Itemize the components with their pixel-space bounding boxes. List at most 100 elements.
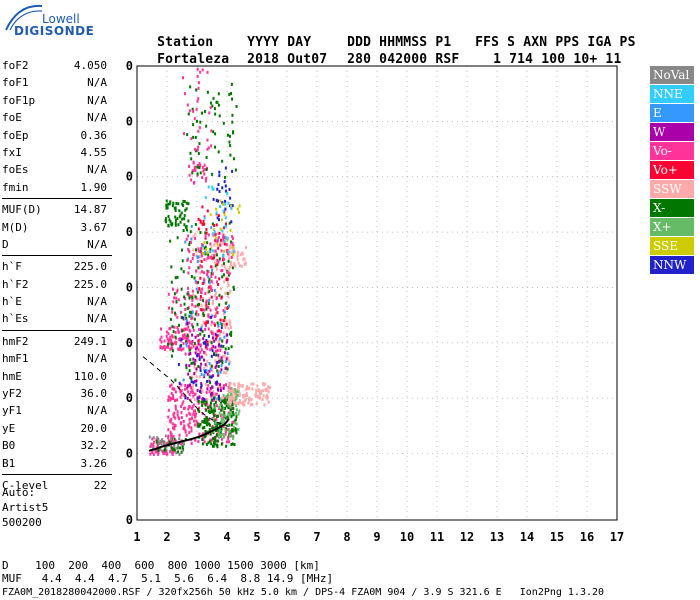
echo-point xyxy=(164,434,167,438)
echo-point xyxy=(169,347,172,351)
echo-point xyxy=(221,229,224,233)
echo-point xyxy=(196,297,199,301)
echo-point xyxy=(189,376,192,380)
legend-item: E xyxy=(650,104,694,122)
echo-point xyxy=(188,411,191,415)
echo-point xyxy=(204,179,207,183)
echo-point xyxy=(224,216,227,220)
echo-point xyxy=(170,444,173,448)
param-value: N/A xyxy=(87,93,107,107)
echo-point xyxy=(170,354,173,358)
echo-point xyxy=(224,291,227,295)
param-row: hmF2 249.1 xyxy=(2,333,107,350)
echo-point xyxy=(229,434,232,438)
echo-point xyxy=(167,339,170,343)
echo-point xyxy=(177,444,180,448)
echo-point xyxy=(215,364,218,368)
echo-point xyxy=(174,218,177,222)
echo-point xyxy=(203,313,206,317)
echo-point xyxy=(189,358,192,362)
echo-point xyxy=(261,397,264,401)
echo-point xyxy=(193,419,196,423)
legend-item: Vo+ xyxy=(650,161,694,179)
echo-point xyxy=(215,435,218,439)
echo-point xyxy=(229,229,232,233)
echo-point xyxy=(209,213,212,217)
param-label: foEp xyxy=(2,128,29,142)
echo-point xyxy=(224,235,227,239)
echo-point xyxy=(184,336,187,340)
echo-point xyxy=(205,402,208,406)
echo-point xyxy=(209,250,212,254)
param-value: 3.67 xyxy=(80,220,108,234)
echo-point xyxy=(212,417,215,421)
echo-point xyxy=(241,252,244,256)
echo-point xyxy=(267,385,270,389)
echo-point xyxy=(218,257,221,261)
echo-point xyxy=(227,428,230,432)
echo-point xyxy=(203,258,206,262)
echo-point xyxy=(155,438,158,442)
echo-point xyxy=(171,393,174,397)
echo-point xyxy=(170,432,173,436)
echo-point xyxy=(174,424,177,428)
echo-point xyxy=(197,145,200,149)
echo-point xyxy=(213,436,216,440)
echo-point xyxy=(228,440,231,444)
echo-point xyxy=(219,318,222,322)
echo-point xyxy=(218,333,221,337)
param-label: hmF2 xyxy=(2,334,29,348)
echo-point xyxy=(201,397,204,401)
param-value: 36.0 xyxy=(80,387,108,401)
echo-point xyxy=(180,348,183,352)
echo-point xyxy=(201,314,204,318)
echo-point xyxy=(163,449,166,453)
echo-point xyxy=(190,137,193,141)
echo-point xyxy=(214,232,217,236)
echo-point xyxy=(173,411,176,415)
echo-point xyxy=(209,101,212,105)
echo-point xyxy=(192,135,195,139)
echo-point xyxy=(188,421,191,425)
echo-point xyxy=(212,390,215,394)
echo-point xyxy=(242,403,245,407)
echo-point xyxy=(206,387,209,391)
echo-point xyxy=(210,144,213,148)
echo-point xyxy=(215,223,218,227)
echo-point xyxy=(268,386,271,390)
echo-point xyxy=(220,323,223,327)
echo-point xyxy=(205,155,208,159)
echo-point xyxy=(193,372,196,376)
param-row: fxI 4.55 xyxy=(2,144,107,161)
echo-point xyxy=(213,230,216,234)
echo-point xyxy=(220,344,223,348)
echo-point xyxy=(226,277,229,281)
echo-point xyxy=(213,322,216,326)
echo-point xyxy=(210,323,213,327)
echo-point xyxy=(180,404,183,408)
echo-point xyxy=(231,169,234,173)
echo-point xyxy=(183,132,186,136)
echo-point xyxy=(216,369,219,373)
x-tick-label: 16 xyxy=(580,530,594,544)
echo-point xyxy=(229,243,232,247)
echo-point xyxy=(185,225,188,229)
echo-point xyxy=(193,180,196,184)
echo-point xyxy=(232,410,235,414)
echo-point xyxy=(170,280,173,284)
echo-point xyxy=(227,400,230,404)
echo-point xyxy=(181,334,184,338)
echo-point xyxy=(217,183,220,187)
echo-point xyxy=(203,280,206,284)
echo-point xyxy=(191,107,194,111)
echo-point xyxy=(199,220,202,224)
echo-point xyxy=(216,187,219,191)
echo-point xyxy=(216,258,219,262)
echo-point xyxy=(162,345,165,349)
echo-point xyxy=(194,135,197,139)
echo-point xyxy=(198,162,201,166)
echo-point xyxy=(235,431,238,435)
echo-point xyxy=(187,248,190,252)
echo-point xyxy=(207,302,210,306)
echo-point xyxy=(206,372,209,376)
